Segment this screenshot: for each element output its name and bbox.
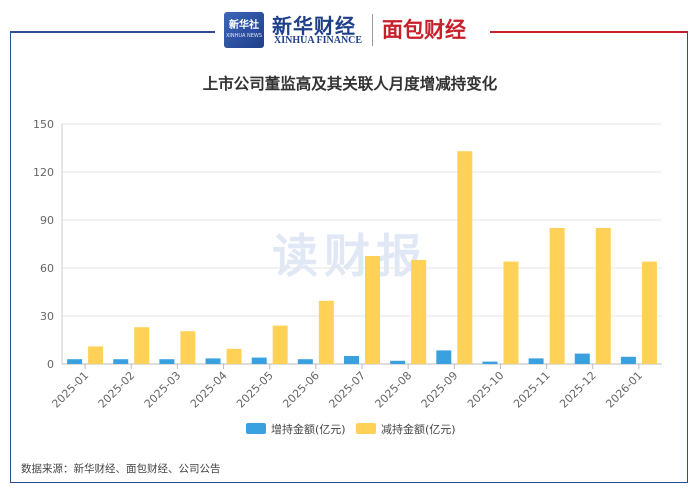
frame-top-line-left — [10, 31, 215, 33]
x-tick-label: 2025-03 — [142, 369, 184, 411]
legend-swatch-decrease — [356, 423, 376, 434]
x-tick-label: 2025-02 — [96, 369, 138, 411]
bar-increase — [67, 359, 83, 364]
bar-decrease — [549, 228, 565, 364]
x-tick-label: 2025-09 — [419, 369, 461, 411]
bar-decrease — [595, 228, 611, 364]
legend-label-increase: 增持金额(亿元) — [271, 422, 346, 436]
y-tick-label: 120 — [33, 166, 54, 179]
brand-cn: 新华财经 — [272, 14, 356, 38]
header-logos: 新华社 XINHUA NEWS 新华财经 XINHUA FINANCE 面包财经 — [220, 8, 490, 50]
y-tick-label: 150 — [33, 118, 54, 131]
bar-decrease — [88, 346, 104, 364]
bar-decrease — [411, 260, 427, 364]
bar-decrease — [272, 325, 288, 364]
bar-decrease — [180, 331, 196, 364]
x-tick-label: 2025-04 — [188, 369, 230, 411]
source-label: 数据来源： — [21, 463, 74, 475]
partner-logo: 面包财经 — [382, 18, 466, 42]
bar-increase — [620, 356, 636, 364]
frame-top-line-right — [490, 31, 688, 33]
bar-increase — [482, 361, 498, 364]
y-tick-label: 30 — [40, 310, 54, 323]
legend-label-decrease: 减持金额(亿元) — [381, 422, 456, 436]
xinhua-logo-text: 新华社 — [229, 20, 259, 31]
x-tick-label: 2025-12 — [557, 369, 599, 411]
bar-increase — [528, 358, 544, 364]
bar-decrease — [641, 261, 657, 364]
y-tick-label: 0 — [47, 358, 54, 371]
bar-decrease — [365, 256, 380, 364]
bar-increase — [390, 360, 406, 364]
bar-decrease — [457, 151, 473, 364]
x-tick-label: 2026-01 — [603, 369, 645, 411]
x-tick-label: 2025-11 — [511, 369, 553, 411]
bar-decrease — [226, 348, 242, 364]
x-tick-label: 2025-10 — [465, 369, 507, 411]
y-tick-label: 90 — [40, 214, 54, 227]
bar-increase — [297, 359, 313, 364]
bar-decrease — [318, 300, 334, 364]
y-tick-label: 60 — [40, 262, 54, 275]
legend: 增持金额(亿元) 减持金额(亿元) — [246, 422, 456, 436]
y-axis: 0 30 60 90 120 150 — [33, 118, 63, 371]
xinhua-logo-subtext: XINHUA NEWS — [225, 33, 263, 39]
logo-divider — [372, 14, 373, 46]
bar-increase — [113, 359, 129, 364]
x-axis: 2025-01 2025-02 2025-03 2025-04 2025-05 2025-… — [50, 364, 645, 411]
bars — [67, 151, 657, 364]
bar-decrease — [503, 261, 519, 364]
x-tick-label: 2025-07 — [326, 369, 368, 411]
watermark: 读财报 — [272, 229, 428, 283]
legend-swatch-increase — [246, 423, 266, 434]
source-text: 新华财经、面包财经、公司公告 — [73, 463, 221, 475]
bar-increase — [205, 358, 221, 364]
chart-title: 上市公司董监高及其关联人月度增减持变化 — [203, 74, 498, 93]
bar-increase — [574, 353, 590, 364]
x-tick-label: 2025-05 — [234, 369, 276, 411]
bar-increase — [251, 357, 267, 364]
x-tick-label: 2025-08 — [373, 369, 415, 411]
x-tick-label: 2025-06 — [280, 369, 322, 411]
chart-frame — [10, 31, 688, 483]
source-note: 数据来源：新华财经、面包财经、公司公告 — [21, 461, 221, 476]
bar-increase — [344, 356, 359, 364]
xinhua-logo: 新华社 XINHUA NEWS — [224, 12, 264, 48]
x-tick-label: 2025-01 — [50, 369, 92, 411]
brand-en: XINHUA FINANCE — [274, 35, 363, 46]
bar-increase — [159, 359, 175, 364]
bar-decrease — [134, 327, 150, 364]
bar-increase — [436, 350, 452, 364]
